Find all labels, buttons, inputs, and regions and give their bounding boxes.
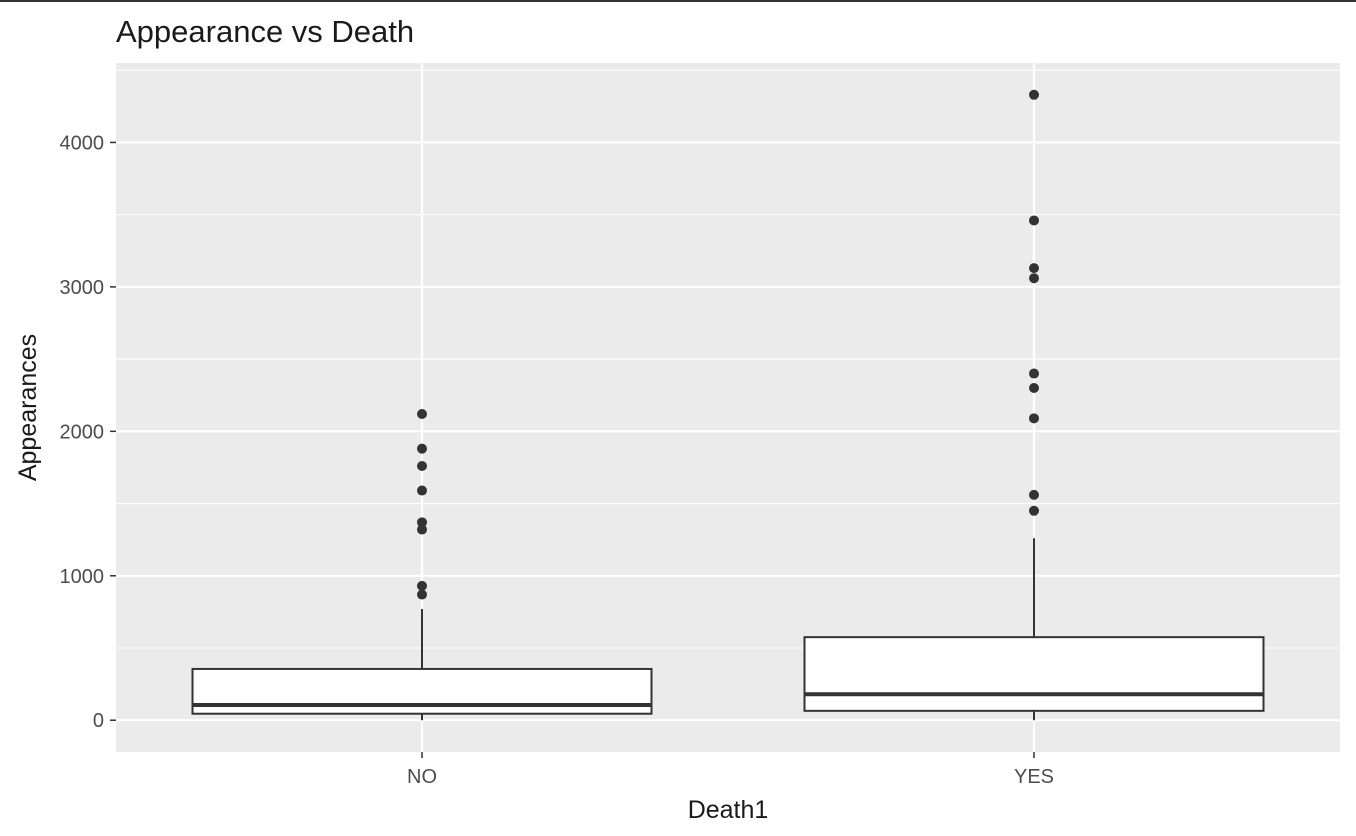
- outlier-point: [1029, 215, 1039, 226]
- box-yes: [803, 89, 1265, 721]
- outlier-point: [1029, 505, 1039, 516]
- x-tick-label: YES: [1014, 766, 1054, 788]
- outlier-point: [417, 443, 427, 454]
- outlier-point: [1029, 413, 1039, 424]
- y-tick-label: 3000: [60, 277, 105, 299]
- y-axis: 0 1000 2000 3000 4000: [60, 132, 116, 732]
- outlier-point: [417, 580, 427, 591]
- outlier-point: [417, 524, 427, 535]
- box-no: [191, 409, 653, 721]
- top-border-line: [0, 0, 1356, 2]
- outlier-point: [417, 517, 427, 528]
- outlier-point: [417, 485, 427, 496]
- y-tick-label: 4000: [60, 132, 105, 154]
- outlier-point: [417, 409, 427, 419]
- outlier-point: [1029, 263, 1039, 274]
- outlier-point: [417, 589, 427, 600]
- y-axis-title: Appearances: [14, 334, 42, 481]
- outlier-point: [1029, 273, 1039, 284]
- chart-title: Appearance vs Death: [116, 14, 414, 49]
- outlier-point: [1029, 489, 1039, 500]
- x-axis-title: Death1: [688, 796, 769, 824]
- x-tick-label: NO: [407, 766, 437, 788]
- outlier-point: [1029, 383, 1039, 393]
- y-tick-label: 0: [93, 710, 104, 732]
- major-gridlines: [116, 63, 1340, 752]
- y-tick-label: 1000: [60, 566, 105, 588]
- box-series: [191, 89, 1265, 721]
- iqr-box: [803, 636, 1265, 712]
- outlier-point: [1029, 368, 1039, 379]
- outlier-point: [1029, 89, 1039, 100]
- y-tick-label: 2000: [60, 421, 105, 443]
- x-axis: NO YES: [407, 752, 1054, 788]
- outlier-point: [417, 461, 427, 471]
